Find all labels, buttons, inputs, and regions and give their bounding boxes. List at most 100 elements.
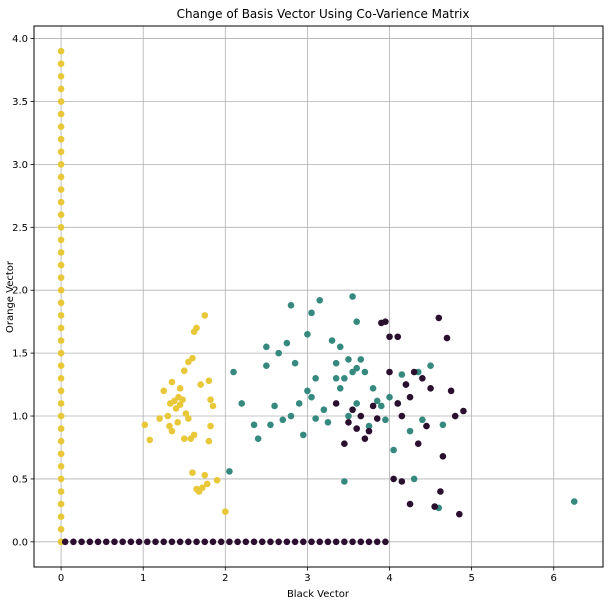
scatter-point	[57, 500, 65, 508]
scatter-point	[406, 500, 414, 508]
scatter-point	[267, 538, 274, 546]
scatter-point	[61, 538, 69, 546]
scatter-point	[336, 385, 344, 392]
scatter-point	[135, 538, 143, 546]
scatter-point	[300, 538, 307, 546]
scatter-point	[226, 538, 233, 546]
scatter-point	[394, 333, 402, 341]
scatter-point	[57, 425, 65, 432]
scatter-point	[57, 249, 65, 256]
scatter-point	[57, 525, 65, 533]
scatter-point	[238, 400, 246, 407]
scatter-point	[57, 186, 65, 193]
scatter-point	[357, 356, 365, 363]
scatter-point	[57, 148, 65, 156]
scatter-point	[144, 538, 151, 546]
scatter-point	[141, 421, 149, 429]
scatter-point	[57, 110, 65, 118]
x-tick-label: 6	[551, 573, 557, 584]
scatter-point	[57, 513, 65, 520]
scatter-point	[242, 538, 250, 546]
scatter-point	[398, 412, 406, 420]
scatter-point	[345, 412, 352, 420]
scatter-point	[357, 538, 365, 546]
scatter-point	[207, 396, 214, 403]
scatter-point	[332, 359, 340, 367]
scatter-point	[275, 538, 282, 546]
scatter-point	[201, 312, 209, 319]
scatter-point	[146, 436, 154, 444]
scatter-point	[447, 387, 455, 395]
scatter-point	[283, 538, 291, 546]
scatter-point	[378, 402, 385, 410]
scatter-point	[304, 330, 311, 338]
scatter-point	[57, 437, 65, 445]
scatter-point	[423, 422, 430, 430]
scatter-point	[189, 354, 196, 362]
scatter-point	[189, 469, 196, 476]
y-tick-label: 2.0	[12, 286, 28, 297]
scatter-point	[78, 538, 85, 546]
scatter-point	[332, 400, 340, 407]
scatter-point	[267, 421, 274, 429]
scatter-point	[300, 431, 307, 439]
scatter-point	[176, 538, 184, 546]
scatter-point	[320, 406, 328, 414]
scatter-point	[226, 468, 233, 475]
scatter-point	[57, 286, 65, 294]
scatter-point	[390, 446, 397, 454]
scatter-point	[419, 416, 426, 424]
scatter-point	[439, 452, 447, 460]
scatter-point	[353, 364, 360, 372]
scatter-point	[250, 421, 258, 429]
x-tick-label: 1	[140, 573, 146, 584]
scatter-point	[341, 440, 348, 448]
scatter-point	[398, 478, 406, 485]
scatter-point	[86, 538, 94, 546]
scatter-point	[349, 406, 356, 414]
scatter-point	[332, 538, 340, 546]
scatter-point	[217, 538, 225, 546]
scatter-point	[341, 538, 348, 546]
scatter-point	[57, 337, 65, 344]
scatter-point	[345, 356, 352, 363]
scatter-point	[341, 374, 348, 382]
data-points	[57, 47, 578, 546]
scatter-point	[308, 538, 315, 546]
scatter-point	[406, 393, 414, 401]
scatter-point	[201, 471, 209, 479]
scatter-point	[57, 236, 65, 244]
scatter-point	[57, 312, 65, 319]
scatter-point	[369, 385, 377, 392]
scatter-point	[190, 431, 198, 439]
scatter-point	[373, 397, 381, 405]
scatter-point	[394, 400, 402, 407]
scatter-point	[254, 435, 262, 442]
scatter-point	[439, 421, 447, 429]
scatter-point	[57, 98, 65, 105]
scatter-point	[324, 419, 332, 426]
scatter-point	[283, 339, 291, 347]
y-tick-label: 1.5	[12, 349, 28, 360]
scatter-point	[410, 475, 418, 483]
scatter-point	[324, 538, 332, 546]
scatter-point	[57, 324, 65, 332]
scatter-point	[414, 440, 422, 448]
scatter-point	[275, 349, 282, 357]
scatter-point	[427, 385, 434, 392]
y-tick-label: 4.0	[12, 34, 28, 45]
scatter-point	[361, 368, 369, 376]
scatter-point	[57, 349, 65, 357]
scatter-point	[174, 419, 181, 426]
scatter-point	[287, 302, 295, 309]
scatter-point	[182, 410, 190, 417]
scatter-point	[180, 367, 188, 375]
scatter-point	[57, 412, 65, 420]
scatter-point	[304, 387, 311, 395]
chart-title: Change of Basis Vector Using Co-Varience…	[177, 7, 470, 21]
scatter-point	[312, 415, 319, 422]
x-axis-label: Black Vector	[287, 589, 350, 600]
scatter-point	[382, 416, 389, 424]
scatter-point	[57, 463, 65, 470]
